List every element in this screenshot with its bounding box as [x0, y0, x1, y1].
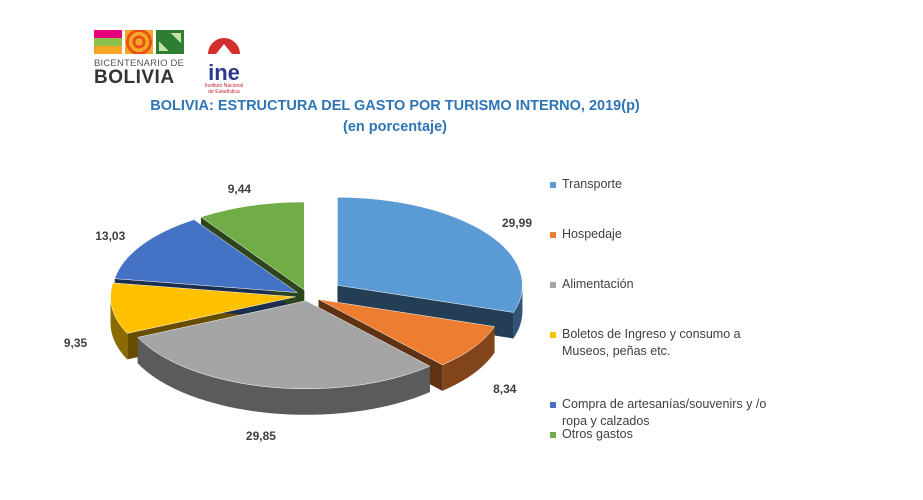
legend-label: Hospedaje	[562, 227, 622, 241]
legend-item: Otros gastos	[548, 426, 633, 443]
legend-label: Otros gastos	[562, 427, 633, 441]
legend-item: Compra de artesanías/souvenirs y /o ropa …	[548, 396, 766, 430]
data-label-0: 29,99	[502, 216, 532, 230]
legend-swatch	[550, 332, 556, 338]
legend-label: Boletos de Ingreso y consumo a Museos, pe…	[562, 327, 741, 358]
slice-side-1	[442, 326, 495, 391]
pie-slice-1	[318, 299, 495, 366]
bicentenario-logo: BICENTENARIO DE BOLIVIA	[94, 30, 186, 87]
pie-slice-2	[137, 300, 431, 390]
data-label-4: 13,03	[95, 229, 125, 243]
legend-swatch	[550, 232, 556, 238]
legend-item: Hospedaje	[548, 226, 622, 243]
legend-swatch	[550, 282, 556, 288]
pie-slice-4	[114, 219, 299, 293]
legend-label: Compra de artesanías/souvenirs y /o ropa …	[562, 397, 767, 428]
data-label-2: 29,85	[246, 429, 276, 443]
pie-tops	[110, 197, 523, 390]
pie-slice-0	[337, 197, 523, 313]
ine-logo: ine Instituto Nacional de Estadística	[202, 30, 246, 95]
legend-swatch	[550, 402, 556, 408]
pie-slice-5	[200, 201, 305, 291]
chart-subtitle: (en porcentaje)	[343, 119, 447, 135]
legend-item: Boletos de Ingreso y consumo a Museos, pe…	[548, 326, 741, 360]
legend-item: Alimentación	[548, 276, 634, 293]
legend-label: Alimentación	[562, 277, 634, 291]
slice-side-0	[513, 285, 523, 339]
pie-labels: 29,99 8,34 29,85 9,35 13,03 9,44	[64, 182, 532, 443]
slice-side-2	[137, 337, 430, 415]
pie-slice-3	[110, 282, 296, 334]
legend-swatch	[550, 432, 556, 438]
legend-item: Transporte	[548, 176, 622, 193]
legend-label: Transporte	[562, 177, 622, 191]
data-label-1: 8,34	[493, 382, 517, 396]
ine-mountain-icon	[208, 38, 240, 54]
slice-side-3	[110, 296, 128, 360]
data-label-5: 9,44	[228, 182, 252, 196]
legend-swatch	[550, 182, 556, 188]
data-label-3: 9,35	[64, 336, 88, 350]
chart-title: BOLIVIA: ESTRUCTURA DEL GASTO POR TURISM…	[150, 98, 640, 114]
